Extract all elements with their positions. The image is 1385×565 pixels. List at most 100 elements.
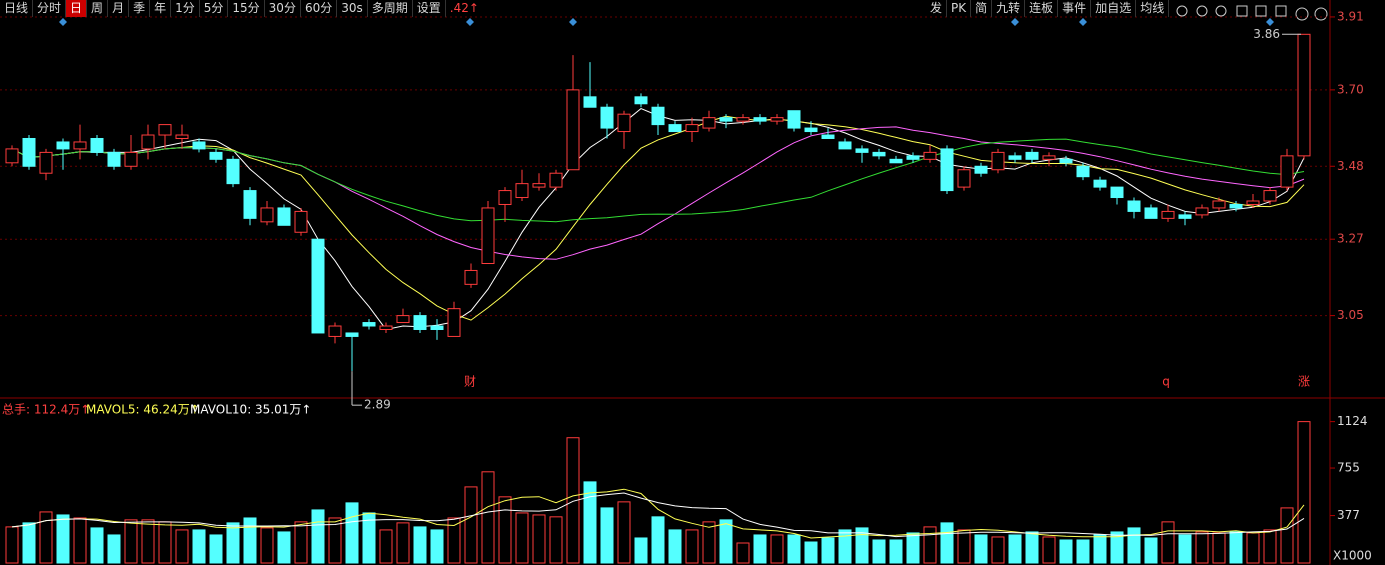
y-tick-label: 1124: [1337, 414, 1368, 428]
candle-body: [1144, 207, 1158, 219]
ma-line: [11, 115, 1305, 321]
volume-bar: [260, 527, 274, 564]
toolbar-button[interactable]: 日线: [0, 0, 34, 17]
candle-body: [141, 134, 155, 150]
volume-bar: [277, 531, 291, 564]
candle-body: [991, 151, 1005, 171]
volume-bar: [549, 516, 563, 564]
candle-body: [226, 158, 240, 185]
y-tick-label: 377: [1337, 508, 1360, 522]
volume-bar: [991, 536, 1005, 564]
toolbar-button[interactable]: 30s: [337, 0, 368, 17]
volume-bar: [56, 514, 70, 564]
toolbar-button[interactable]: 事件: [1058, 0, 1092, 17]
y-tick-label: 3.27: [1337, 232, 1364, 246]
candle-body: [192, 141, 206, 150]
toolbar-button[interactable]: 30分: [265, 0, 301, 17]
candle-body: [1110, 186, 1124, 199]
candle-body: [328, 325, 342, 337]
volume-bar: [243, 517, 257, 564]
volume-bar: [906, 532, 920, 564]
volume-bar: [124, 519, 138, 564]
toolbar-button[interactable]: 加自选: [1091, 0, 1137, 17]
candle-body: [702, 117, 716, 129]
volume-bar: [770, 534, 784, 564]
candle-body: [396, 315, 410, 324]
candle-body: [498, 190, 512, 205]
candle-body: [617, 113, 631, 133]
candle-body: [889, 158, 903, 164]
volume-bar: [141, 519, 155, 564]
toolbar-icons[interactable]: [1176, 5, 1328, 21]
candle-body: [1161, 210, 1175, 219]
candle-body: [90, 137, 104, 153]
volume-bar: [838, 529, 852, 564]
volume-bar: [702, 521, 716, 564]
toolbar-button[interactable]: 60分: [301, 0, 338, 17]
toolbar-button[interactable]: 均线: [1136, 0, 1170, 17]
candle-body: [923, 151, 937, 160]
candle-body: [260, 207, 274, 223]
volume-bar: [957, 529, 971, 564]
candle-body: [430, 325, 444, 330]
legend-item: 总手: 112.4万↑: [2, 403, 90, 417]
candle-body: [481, 207, 495, 265]
toolbar-button[interactable]: 九转: [992, 0, 1026, 17]
candle-body: [668, 124, 682, 133]
candle-body: [515, 183, 529, 199]
volume-bar: [192, 529, 206, 564]
candle-body: [906, 155, 920, 160]
volume-bar: [1059, 539, 1073, 564]
volume-bar: [1161, 521, 1175, 564]
volume-bar: [430, 529, 444, 564]
candle-body: [872, 151, 886, 157]
volume-bar: [736, 542, 750, 564]
y-tick-label: 3.70: [1337, 82, 1364, 96]
candle-body: [753, 117, 767, 122]
toolbar-button[interactable]: 周: [87, 0, 109, 17]
volume-bar: [294, 521, 308, 564]
candle-body: [1127, 200, 1141, 212]
candle-body: [379, 325, 393, 330]
candle-body: [345, 332, 359, 337]
toolbar-button[interactable]: 季: [129, 0, 151, 17]
candle-body: [770, 117, 784, 122]
toolbar-button[interactable]: .42↑: [449, 1, 479, 15]
volume-bar: [787, 534, 801, 564]
toolbar-button[interactable]: 发: [926, 0, 948, 17]
volume-bar: [634, 537, 648, 564]
toolbar-button[interactable]: 多周期: [368, 0, 413, 17]
toolbar-button[interactable]: 年: [150, 0, 172, 17]
candle-body: [855, 148, 869, 153]
volume-bar: [515, 512, 529, 564]
toolbar-button[interactable]: 设置: [413, 0, 446, 17]
toolbar-button[interactable]: 日: [66, 0, 88, 17]
volume-bar: [481, 471, 495, 564]
y-unit: X1000: [1333, 549, 1372, 563]
candle-body: [566, 89, 580, 171]
toolbar-button[interactable]: 简: [971, 0, 993, 17]
candle-body: [22, 137, 36, 167]
volume-bar: [872, 539, 886, 564]
candle-body: [1246, 200, 1260, 205]
candle-body: [447, 308, 461, 337]
legend-item: MAVOL5: 46.24万↑: [86, 403, 200, 417]
volume-bar: [413, 526, 427, 564]
candle-body: [73, 141, 87, 150]
toolbar-button[interactable]: 15分: [228, 0, 265, 17]
volume-bar: [447, 517, 461, 564]
toolbar-button[interactable]: PK: [947, 0, 972, 17]
candle-body: [940, 148, 954, 192]
toolbar-button[interactable]: 分时: [33, 0, 67, 17]
volume-bar: [396, 522, 410, 564]
candle-body: [549, 172, 563, 188]
candle-body: [600, 106, 614, 129]
toolbar-button[interactable]: 月: [108, 0, 130, 17]
candle-body: [5, 148, 19, 164]
volume-bar: [923, 526, 937, 564]
volume-bar: [345, 502, 359, 564]
toolbar-button[interactable]: 连板: [1025, 0, 1059, 17]
toolbar-button[interactable]: 1分: [171, 0, 200, 17]
toolbar-button[interactable]: 5分: [200, 0, 229, 17]
